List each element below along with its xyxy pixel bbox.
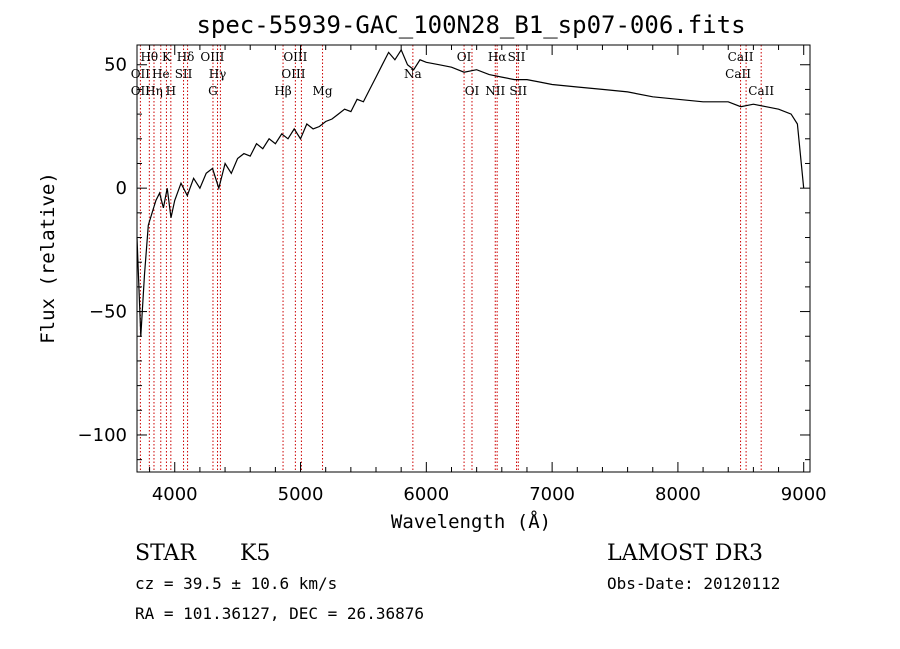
line-label-23: CaII bbox=[728, 50, 754, 64]
x-tick-label-2: 6000 bbox=[403, 484, 449, 505]
obs-date: Obs-Date: 20120112 bbox=[607, 574, 780, 593]
line-label-13: OIII bbox=[283, 50, 307, 64]
x-axis-ticks: 4000 5000 6000 7000 8000 9000 bbox=[149, 45, 827, 505]
spectrum-line-0 bbox=[136, 48, 805, 337]
y-axis-label: Flux (relative) bbox=[37, 172, 59, 344]
object-subclass: K5 bbox=[240, 541, 270, 566]
line-label-12: Hβ bbox=[274, 84, 291, 98]
line-label-16: Na bbox=[404, 67, 422, 81]
line-label-8: SII bbox=[175, 67, 193, 81]
line-label-24: CaII bbox=[725, 67, 751, 81]
line-label-1: OII bbox=[131, 67, 151, 81]
spectrum-series bbox=[136, 48, 805, 337]
y-tick-label-1: −50 bbox=[89, 302, 127, 323]
line-label-15: Mg bbox=[313, 84, 333, 98]
x-tick-label-3: 7000 bbox=[529, 484, 575, 505]
line-label-5: He bbox=[152, 67, 170, 81]
line-label-22: SII bbox=[509, 84, 527, 98]
line-label-11: G bbox=[208, 84, 218, 98]
line-label-18: OI bbox=[465, 84, 480, 98]
plot-frame bbox=[136, 44, 811, 473]
line-label-6: H bbox=[166, 84, 176, 98]
y-tick-label-0: −100 bbox=[78, 425, 127, 446]
line-label-21: SII bbox=[508, 50, 526, 64]
x-tick-label-1: 5000 bbox=[278, 484, 324, 505]
line-label-20: NII bbox=[485, 84, 505, 98]
x-tick-label-0: 4000 bbox=[152, 484, 198, 505]
line-label-17: OI bbox=[457, 50, 472, 64]
line-label-14: OIII bbox=[281, 67, 305, 81]
survey-name: LAMOST DR3 bbox=[607, 541, 763, 566]
line-label-25: CaII bbox=[748, 84, 774, 98]
chart-title: spec-55939-GAC_100N28_B1_sp07-006.fits bbox=[196, 11, 745, 39]
line-label-7: Hδ bbox=[177, 50, 195, 64]
line-label-9: OIII bbox=[200, 50, 224, 64]
coordinates: RA = 101.36127, DEC = 26.36876 bbox=[135, 604, 424, 623]
line-label-0: Hθ bbox=[140, 50, 158, 64]
x-tick-label-5: 9000 bbox=[781, 484, 827, 505]
line-label-4: K bbox=[162, 50, 172, 64]
object-class: STAR bbox=[135, 541, 197, 566]
line-label-3: Hη bbox=[145, 84, 163, 98]
x-axis-label: Wavelength (Å) bbox=[391, 510, 551, 533]
redshift-info: cz = 39.5 ± 10.6 km/s bbox=[135, 574, 337, 593]
line-label-19: Hα bbox=[488, 50, 507, 64]
line-label-10: Hγ bbox=[209, 67, 227, 81]
y-tick-label-3: 50 bbox=[104, 55, 127, 76]
line-markers bbox=[139, 45, 762, 472]
x-tick-label-4: 8000 bbox=[655, 484, 701, 505]
line-label-2: OII bbox=[131, 84, 151, 98]
y-tick-label-2: 0 bbox=[116, 178, 127, 199]
y-axis-ticks: −100 −50 0 50 bbox=[78, 55, 810, 461]
